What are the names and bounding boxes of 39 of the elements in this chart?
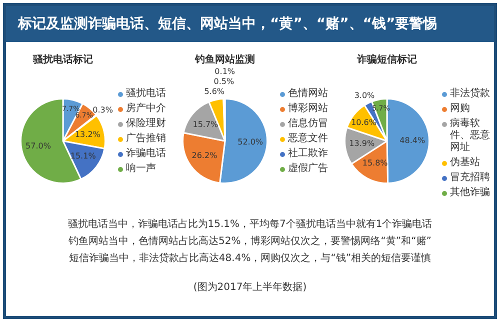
text: 骚扰电话当中，诈骗电话占比为15.1%，平均每7个骚扰电话当中就有1个诈骗电话 bbox=[66, 218, 434, 232]
data-label: 0.5% bbox=[214, 76, 234, 86]
legend-label: 色情网站 bbox=[288, 88, 328, 100]
data-label: 3.0% bbox=[354, 91, 376, 100]
data-label: 0.3% bbox=[92, 105, 114, 114]
chart-title: 骚扰电话标记 bbox=[32, 54, 93, 66]
data-label: 5.6% bbox=[204, 86, 225, 96]
legend-label: 社工欺诈 bbox=[288, 148, 328, 160]
legend-label: 信息仿冒 bbox=[288, 118, 328, 130]
legend-label: 诈骗电话 bbox=[126, 148, 166, 160]
legend-label: 虚假广告 bbox=[288, 163, 328, 175]
text: 标记及监测诈骗电话、短信、网站当中，“黄”、“赌”、“钱”要警惕 bbox=[6, 6, 494, 42]
data-label: 0.1% bbox=[214, 66, 236, 76]
data-label: 57.0% bbox=[26, 142, 52, 151]
text: 短信诈骗当中，非法贷款占比高达48.4%，网购仅次之，与“钱”相关的短信要谨慎 bbox=[68, 252, 432, 266]
data-label: 13.2% bbox=[74, 130, 101, 140]
legend-label: 响一声 bbox=[126, 163, 156, 175]
legend-label: 骚扰电话 bbox=[126, 88, 166, 100]
data-label: 48.4% bbox=[400, 136, 426, 145]
legend-label: 伪基站 bbox=[450, 157, 480, 169]
legend-label: 网购 bbox=[450, 103, 470, 115]
legend-label: 恶意文件 bbox=[288, 133, 328, 145]
legend-label: 病毒软件、恶意网址 bbox=[450, 118, 491, 154]
legend-label: 广告推销 bbox=[126, 133, 166, 145]
legend-label: 房产中介 bbox=[126, 103, 166, 115]
legend-label: 非法贷款 bbox=[450, 88, 490, 100]
data-label: 15.1% bbox=[70, 152, 96, 161]
text: (图为2017年上半年数据) bbox=[192, 280, 308, 295]
chart-title: 钓鱼网站监测 bbox=[194, 54, 255, 66]
legend-label: 保险理财 bbox=[126, 118, 166, 130]
data-label: 15.7% bbox=[192, 120, 219, 129]
data-label: 26.2% bbox=[192, 150, 218, 160]
legend-label: 其他诈骗 bbox=[450, 187, 490, 199]
chart-title: 诈骗短信标记 bbox=[356, 54, 417, 66]
data-label: 13.9% bbox=[349, 139, 375, 148]
legend-label: 冒充招聘 bbox=[450, 172, 490, 184]
text: 钓鱼网站当中，色情网站占比高达52%，博彩网站仅次之，要警惕网络“黄”和“赌” bbox=[68, 234, 432, 249]
data-label: 52.0% bbox=[238, 138, 264, 147]
legend-label: 博彩网站 bbox=[288, 103, 328, 115]
